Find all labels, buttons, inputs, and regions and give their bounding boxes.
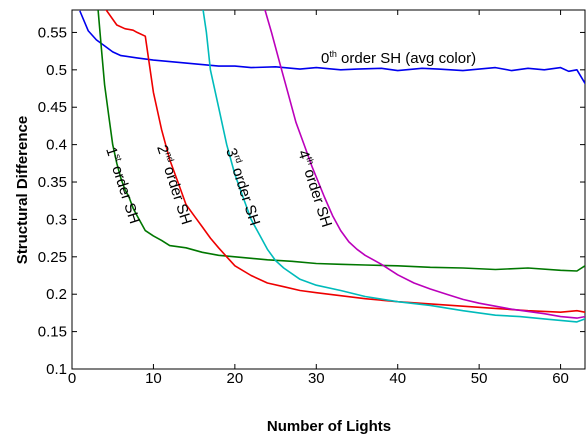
- y-tick-label: 0.3: [46, 211, 67, 228]
- annotation-ordinal-suffix: th: [329, 49, 337, 59]
- annotation-ordinal-suffix: rd: [232, 154, 244, 165]
- annotation-ordinal: 0: [321, 50, 329, 67]
- series-line-sh2: [105, 10, 585, 314]
- annotation-label: order SH: [159, 160, 195, 226]
- series-line-sh0: [79, 10, 585, 85]
- plot-area: [71, 9, 586, 370]
- y-tick-label: 0.2: [46, 286, 67, 303]
- annotation-label: order SH (avg color): [337, 50, 476, 67]
- x-tick-label: 20: [227, 370, 244, 387]
- x-tick-label: 0: [68, 370, 76, 387]
- y-axis-title: Structural Difference: [14, 116, 31, 264]
- y-tick-label: 0.5: [46, 62, 67, 79]
- x-tick-label: 30: [308, 370, 325, 387]
- x-tick-label: 50: [471, 370, 488, 387]
- series-line-sh1: [97, 10, 585, 272]
- annotation-layer: 0th order SH (avg color)1st order SH2nd …: [102, 49, 476, 229]
- y-tick-label: 0.55: [38, 24, 67, 41]
- x-tick-label: 10: [145, 370, 162, 387]
- annotation-ordinal-suffix: nd: [163, 151, 176, 164]
- y-tick-label: 0.35: [38, 174, 67, 191]
- y-tick-label: 0.45: [38, 99, 67, 116]
- series-layer: [79, 10, 585, 323]
- annotation-label: order SH: [107, 160, 143, 226]
- series-line-sh3: [202, 10, 585, 323]
- y-tick-label: 0.15: [38, 324, 67, 341]
- x-tick-label: 60: [552, 370, 569, 387]
- y-tick-label: 0.4: [46, 137, 67, 154]
- annotation-label: order SH: [227, 162, 263, 228]
- annotation-ordinal-suffix: st: [112, 153, 124, 163]
- annotation-sh2: 2nd order SH: [153, 143, 196, 227]
- annotation-sh0: 0th order SH (avg color): [321, 49, 476, 67]
- annotation-sh4: 4th order SH: [294, 148, 336, 230]
- annotation-sh1: 1st order SH: [102, 145, 144, 226]
- x-tick-label: 40: [389, 370, 406, 387]
- plot-frame: [71, 9, 586, 370]
- x-axis: 0 10 20 30 40 50 60: [68, 10, 569, 387]
- x-axis-title: Number of Lights: [267, 418, 391, 434]
- series-line-sh4: [264, 10, 585, 319]
- annotation-ordinal-suffix: th: [304, 156, 316, 166]
- annotation-sh3: 3rd order SH: [222, 146, 264, 228]
- annotation-label: order SH: [299, 163, 335, 229]
- y-tick-label: 0.25: [38, 249, 67, 266]
- y-axis: 0.1 0.15 0.2 0.25 0.3 0.35 0.4 0.45 0.5 0.55: [38, 24, 585, 378]
- y-tick-label: 0.1: [46, 361, 67, 378]
